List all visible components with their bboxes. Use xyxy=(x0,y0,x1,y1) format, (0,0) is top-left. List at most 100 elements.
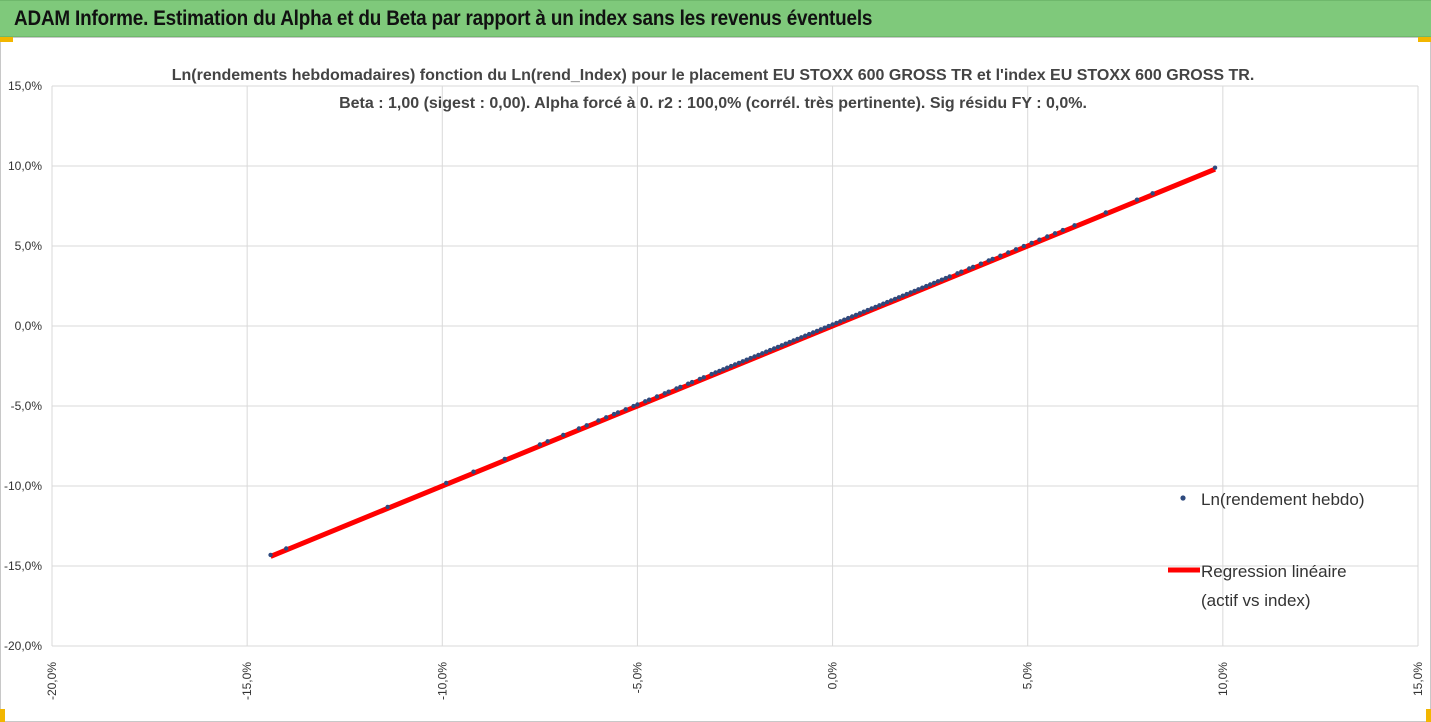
data-point xyxy=(283,546,289,551)
data-point xyxy=(643,399,648,404)
data-point xyxy=(869,306,874,311)
x-tick-label: 5,0% xyxy=(1021,662,1035,690)
legend-marker-points xyxy=(1180,495,1186,501)
data-point xyxy=(803,333,808,338)
data-point xyxy=(826,323,831,329)
data-point xyxy=(732,362,738,367)
y-tick-label: 5,0% xyxy=(15,239,43,253)
data-point xyxy=(970,264,976,270)
y-tick-label: -10,0% xyxy=(4,479,42,493)
data-point xyxy=(947,274,952,279)
data-point xyxy=(756,352,761,358)
data-point xyxy=(920,285,925,290)
data-point xyxy=(615,410,621,415)
data-point xyxy=(654,394,660,399)
x-tick-label: 10,0% xyxy=(1216,662,1230,696)
data-point xyxy=(892,296,898,302)
legend-label-regression: Regression linéaire xyxy=(1201,562,1347,581)
data-point xyxy=(908,290,913,295)
x-tick-label: -10,0% xyxy=(435,662,449,700)
legend-label-regression-line2: (actif vs index) xyxy=(1201,591,1311,610)
data-point xyxy=(561,432,566,438)
data-point xyxy=(604,415,609,420)
x-tick-label: -5,0% xyxy=(630,662,644,694)
data-point xyxy=(740,359,746,364)
data-point xyxy=(939,277,945,282)
chart-title-line-1: Ln(rendements hebdomadaires) fonction du… xyxy=(172,67,1255,84)
data-point xyxy=(771,346,777,351)
chart-area xyxy=(0,37,1431,722)
x-tick-label: -20,0% xyxy=(45,662,59,700)
data-point xyxy=(717,368,722,374)
data-point xyxy=(662,391,667,396)
data-point xyxy=(834,320,839,326)
data-point xyxy=(822,325,827,330)
data-point xyxy=(783,341,788,346)
data-point xyxy=(268,552,273,558)
x-tick-label: 15,0% xyxy=(1411,662,1425,696)
data-point xyxy=(857,311,863,316)
data-point xyxy=(959,269,964,274)
data-point xyxy=(810,330,816,335)
data-point xyxy=(678,384,683,390)
data-point xyxy=(931,280,937,286)
data-point xyxy=(666,389,671,394)
data-point xyxy=(927,282,933,287)
data-point xyxy=(955,271,960,276)
y-tick-label: 10,0% xyxy=(8,159,42,173)
data-point xyxy=(861,309,866,314)
data-point xyxy=(1212,165,1218,170)
data-point xyxy=(1006,250,1011,255)
data-point xyxy=(646,397,652,402)
data-point xyxy=(385,504,390,510)
y-tick-label: 0,0% xyxy=(15,319,43,333)
data-point xyxy=(764,349,769,354)
data-point xyxy=(1060,227,1066,233)
legend: Ln(rendement hebdo) Regression linéaire … xyxy=(1168,490,1365,610)
data-point xyxy=(721,367,726,372)
data-point xyxy=(611,411,617,417)
grid-lines xyxy=(51,85,1419,647)
data-point xyxy=(799,335,804,340)
data-point xyxy=(545,439,550,444)
x-tick-label: 0,0% xyxy=(826,662,840,690)
data-point xyxy=(502,456,507,462)
data-point xyxy=(748,355,753,361)
data-point xyxy=(795,336,800,342)
x-axis-tick-labels: -20,0% -15,0% -10,0% -5,0% 0,0% 5,0% 10,0% 15,0… xyxy=(45,662,1425,700)
data-point xyxy=(873,304,878,310)
data-point xyxy=(631,403,636,409)
data-point xyxy=(787,339,792,345)
data-point xyxy=(697,376,703,382)
data-point xyxy=(916,287,921,292)
data-point xyxy=(760,351,765,356)
data-point xyxy=(736,360,742,366)
data-point xyxy=(888,298,894,303)
data-point xyxy=(744,357,749,362)
data-point xyxy=(881,301,886,306)
data-point xyxy=(845,315,851,321)
data-point xyxy=(1029,240,1034,246)
y-tick-label: -20,0% xyxy=(4,639,42,653)
y-tick-label: 15,0% xyxy=(8,79,42,93)
data-point xyxy=(814,328,820,334)
data-point xyxy=(978,261,984,266)
data-point xyxy=(877,303,882,308)
y-axis-tick-labels: 15,0% 10,0% 5,0% 0,0% -5,0% -10,0% -15,0% -20,0… xyxy=(4,79,42,653)
data-point xyxy=(1150,191,1155,196)
data-point xyxy=(865,307,870,313)
data-point xyxy=(767,347,773,353)
data-point xyxy=(1134,197,1140,202)
corner-marker-bottom-left xyxy=(0,709,5,722)
x-tick-label: -15,0% xyxy=(240,662,254,700)
data-point xyxy=(576,426,582,431)
data-point xyxy=(635,402,640,407)
data-point xyxy=(1037,237,1042,242)
data-point xyxy=(1052,231,1058,236)
data-point xyxy=(838,319,843,324)
data-point xyxy=(966,266,972,271)
data-point xyxy=(896,295,902,300)
data-point xyxy=(885,299,890,305)
data-point xyxy=(779,343,785,348)
